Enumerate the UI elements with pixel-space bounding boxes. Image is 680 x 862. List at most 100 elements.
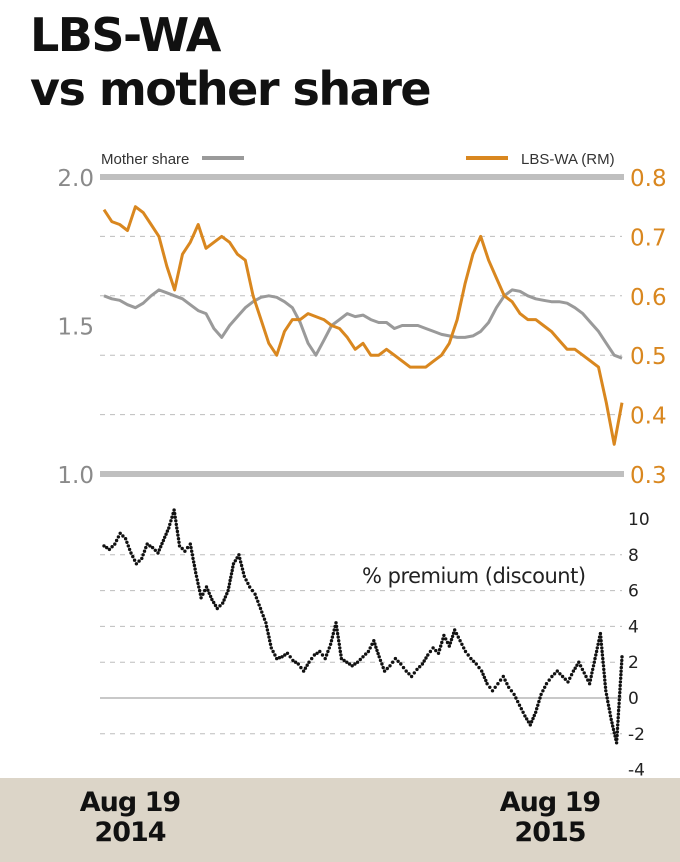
premium-dot <box>575 663 579 667</box>
premium-dot <box>261 614 265 618</box>
premium-dot <box>514 696 518 700</box>
premium-dot <box>399 662 403 666</box>
premium-dot <box>498 678 503 682</box>
premium-dot <box>528 723 532 727</box>
premium-dot <box>600 649 604 654</box>
premium-dot <box>600 646 604 650</box>
premium-dot <box>315 651 319 655</box>
premium-dot <box>223 595 228 599</box>
premium-dot <box>521 710 525 714</box>
premium-dot <box>620 655 624 659</box>
premium-dot <box>113 542 117 546</box>
premium-dot <box>150 545 155 550</box>
premium-dot <box>320 653 325 657</box>
premium-dot <box>615 726 620 731</box>
premium-dot <box>439 644 443 648</box>
x-label-start: Aug 19 2014 <box>50 788 210 848</box>
premium-dot <box>118 531 122 535</box>
premium-dot <box>324 653 329 657</box>
left-axis-tick: 1.5 <box>57 315 94 341</box>
premium-dot <box>173 515 177 519</box>
premium-dot <box>141 553 145 557</box>
premium-dot <box>529 720 534 724</box>
premium-dot <box>266 631 270 636</box>
premium-dot <box>372 639 376 643</box>
premium-dot <box>606 699 610 704</box>
premium-dot <box>328 642 333 646</box>
premium-dot <box>228 578 232 583</box>
premium-dot <box>194 574 199 578</box>
premium-dot <box>619 665 623 670</box>
premium-dot <box>592 660 596 664</box>
premium-dot <box>213 603 218 608</box>
premium-dot <box>248 585 252 589</box>
premium-dot <box>608 710 612 714</box>
premium-dot <box>177 540 181 544</box>
premium-dot <box>231 565 235 569</box>
premium-dot <box>331 631 335 636</box>
premium-dot <box>606 703 611 707</box>
left-axis-tick: 1.0 <box>57 463 94 489</box>
premium-dot <box>330 635 335 639</box>
premium-dot <box>265 628 270 632</box>
premium-dot <box>607 707 611 711</box>
premium-dot <box>355 660 360 664</box>
premium-dot <box>164 532 168 536</box>
premium-dot <box>396 659 400 663</box>
premium-dot <box>102 544 106 548</box>
premium-dot <box>170 515 174 519</box>
premium-dot <box>271 649 275 654</box>
premium-dot <box>167 526 171 530</box>
premium-dot <box>159 545 163 549</box>
premium-dot <box>275 656 279 661</box>
premium-axis-tick: 10 <box>628 510 650 530</box>
premium-dot <box>525 717 529 721</box>
premium-dot <box>229 572 234 576</box>
premium-dot <box>480 669 484 673</box>
premium-dot <box>203 588 207 593</box>
bottom-band <box>100 471 624 477</box>
premium-dot <box>594 649 599 654</box>
premium-dot <box>336 635 340 639</box>
premium-dot <box>231 562 236 566</box>
premium-dot <box>434 648 438 653</box>
premium-dot <box>168 522 172 527</box>
premium-dot <box>222 598 226 602</box>
premium-dot <box>221 601 225 605</box>
premium-dot <box>268 642 273 646</box>
premium-dot <box>157 548 161 552</box>
premium-dot <box>210 597 214 602</box>
premium-dot <box>550 674 554 679</box>
premium-dot <box>381 665 385 670</box>
premium-dot <box>127 547 132 552</box>
premium-dot <box>618 687 622 691</box>
premium-dot <box>569 673 574 677</box>
premium-dot <box>242 574 246 578</box>
premium-dot <box>153 548 157 552</box>
premium-dot <box>442 633 446 638</box>
premium-dot <box>507 685 511 689</box>
premium-dot <box>244 578 248 582</box>
premium-dot <box>160 541 164 546</box>
premium-dot <box>616 712 621 716</box>
premium-dot <box>616 716 620 720</box>
premium-dot <box>449 637 454 642</box>
premium-dot <box>332 628 336 632</box>
premium-dot <box>590 671 594 675</box>
premium-dot <box>477 665 481 670</box>
premium-dot <box>523 714 527 718</box>
premium-dot <box>327 646 331 650</box>
right-axis-tick: 0.3 <box>630 463 667 489</box>
premium-dot <box>407 672 411 676</box>
premium-dot <box>444 637 448 641</box>
premium-dot <box>246 581 250 586</box>
premium-dot <box>471 659 476 663</box>
premium-dot <box>194 571 198 575</box>
premium-axis-tick: 6 <box>628 582 639 602</box>
premium-dot <box>619 673 623 677</box>
premium-dot <box>591 667 595 672</box>
premium-dot <box>165 529 170 533</box>
premium-dot <box>618 683 622 688</box>
premium-dot <box>481 672 485 676</box>
premium-dot <box>318 649 322 654</box>
